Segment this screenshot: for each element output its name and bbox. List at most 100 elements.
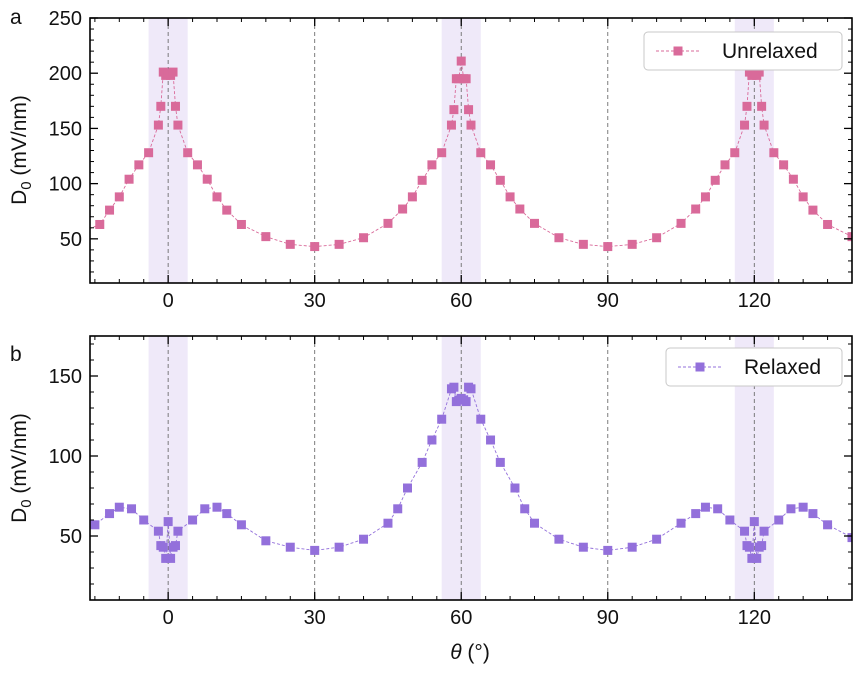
- panel-b-data-point: [676, 518, 686, 528]
- panel-b-data-point: [798, 502, 808, 512]
- panel-b-data-point: [417, 457, 427, 467]
- panel-a-data-point: [446, 120, 456, 130]
- panel-b-data-point: [437, 414, 447, 424]
- panel-b-data-point: [713, 504, 723, 514]
- panel-a-data-point: [359, 233, 369, 243]
- panel-b-data-point: [744, 542, 754, 552]
- panel-b-data-point: [510, 483, 520, 493]
- panel-a-data-point: [461, 74, 471, 84]
- panel-a-data-point: [310, 242, 320, 252]
- panel-a-data-point: [456, 56, 466, 66]
- panel-b-x-tick-label: 30: [304, 607, 326, 629]
- panel-a-x-tick-label: 30: [304, 290, 326, 312]
- panel-b-data-point: [752, 553, 762, 563]
- panel-b-data-point: [139, 515, 149, 525]
- panel-b-data-point: [486, 435, 496, 445]
- panel-b-data-point: [759, 526, 769, 536]
- panel-a-data-point: [212, 192, 222, 202]
- panel-a-legend-marker: [673, 46, 683, 56]
- panel-b-legend-box: [665, 347, 843, 387]
- panel-a-legend-box: [643, 31, 843, 71]
- panel-a-data-point: [144, 148, 154, 158]
- panel-b-data-point: [740, 526, 750, 536]
- panel-b-data-point: [383, 518, 393, 528]
- panel-a-data-point: [691, 204, 701, 214]
- panel-a-data-point: [261, 232, 271, 242]
- panel-a-data-point: [398, 204, 408, 214]
- panel-b-data-point: [700, 502, 710, 512]
- panel-b-axes-frame: [89, 335, 853, 601]
- panel-b-legend: Relaxed: [665, 347, 843, 387]
- panel-a-data-point: [730, 148, 740, 158]
- panel-a-data-point: [449, 105, 459, 115]
- panel-b-data-point: [261, 536, 271, 546]
- panel-a-data-point: [788, 174, 798, 184]
- panel-a-x-tick-label: 120: [738, 290, 771, 312]
- panel-a-data-point: [676, 218, 686, 228]
- panel-a-data-point: [554, 233, 564, 243]
- panel-a-y-tick-label: 100: [49, 174, 82, 196]
- panel-b-x-tick-label: 90: [597, 607, 619, 629]
- panel-a-letter: a: [10, 6, 22, 29]
- panel-b-data-point: [530, 518, 539, 528]
- panel-b-data-point: [603, 545, 613, 555]
- panel-a-y-tick-label: 200: [49, 63, 82, 85]
- panel-a-data-point: [153, 120, 163, 130]
- panel-b-data-point: [212, 502, 222, 512]
- panel-a-data-point: [437, 148, 447, 158]
- panel-a-legend-label: Unrelaxed: [722, 40, 818, 63]
- panel-a-data-point: [759, 120, 769, 130]
- panel-a-data-point: [222, 205, 232, 215]
- panel-a-data-point: [486, 160, 496, 170]
- panel-a-data-point: [742, 101, 752, 111]
- panel-a-data-point: [454, 74, 464, 84]
- panel-a-data-point: [383, 218, 393, 228]
- panel-a-data-point: [740, 120, 750, 130]
- panel-b-data-point: [554, 534, 564, 544]
- panel-b-data-point: [170, 541, 180, 551]
- panel-b-legend-marker: [695, 362, 705, 372]
- panel-a-data-point: [427, 160, 437, 170]
- panel-b-data-point: [403, 483, 412, 493]
- panel-b-data-point: [749, 517, 759, 527]
- panel-a-data-point: [124, 174, 134, 184]
- panel-a-data-point: [476, 148, 486, 158]
- panel-a-y-tick-label: 50: [60, 229, 82, 251]
- panel-b-data-point: [153, 526, 163, 536]
- panel-a-data-point: [847, 232, 852, 242]
- panel-b-data-point: [166, 553, 176, 563]
- panel-a-x-tick-label: 0: [163, 290, 174, 312]
- panel-b-y-tick-label: 100: [49, 446, 82, 468]
- panel-a-data-point: [285, 239, 295, 249]
- panel-a-data-point: [603, 242, 613, 252]
- panel-a-legend: Unrelaxed: [643, 31, 843, 71]
- panel-a-data-point: [779, 160, 789, 170]
- panel-b-data-point: [461, 397, 471, 407]
- panel-a-data-point: [530, 218, 539, 228]
- panel-a-y-axis-label: D0 (mV/nm): [8, 95, 35, 205]
- panel-a-data-point: [720, 160, 730, 170]
- panel-a-data-point: [95, 219, 105, 229]
- panel-a-data-point: [710, 175, 720, 185]
- panel-a-chart: 0 30 60 90 120 50 100 150 200 250 a D0 (mV/nm) U…: [8, 6, 853, 312]
- panel-b-data-point: [127, 504, 137, 514]
- panel-a-data-point: [464, 105, 474, 115]
- panel-b-data-point: [334, 542, 344, 552]
- panel-a-data-point: [505, 192, 515, 202]
- panel-a-data-point: [114, 192, 124, 202]
- panel-a-data-point: [627, 239, 637, 249]
- panel-b-data-point: [757, 541, 767, 551]
- panel-b-data-point: [725, 515, 735, 525]
- panel-b-data-point: [236, 520, 246, 530]
- panel-a-data-point: [407, 192, 417, 202]
- panel-b-x-tick-label: 0: [163, 607, 174, 629]
- panel-b-data-point: [173, 526, 183, 536]
- panel-a-data-point: [495, 175, 505, 185]
- panel-b-data-point: [627, 542, 637, 552]
- panel-b-y-axis-label: D0 (mV/nm): [8, 413, 35, 523]
- panel-b-data-point: [188, 515, 198, 525]
- panel-a-data-point: [808, 205, 818, 215]
- panel-b-data-point: [476, 414, 486, 424]
- panel-a-data-point: [168, 67, 178, 77]
- panel-a-y-tick-label: 150: [49, 118, 82, 140]
